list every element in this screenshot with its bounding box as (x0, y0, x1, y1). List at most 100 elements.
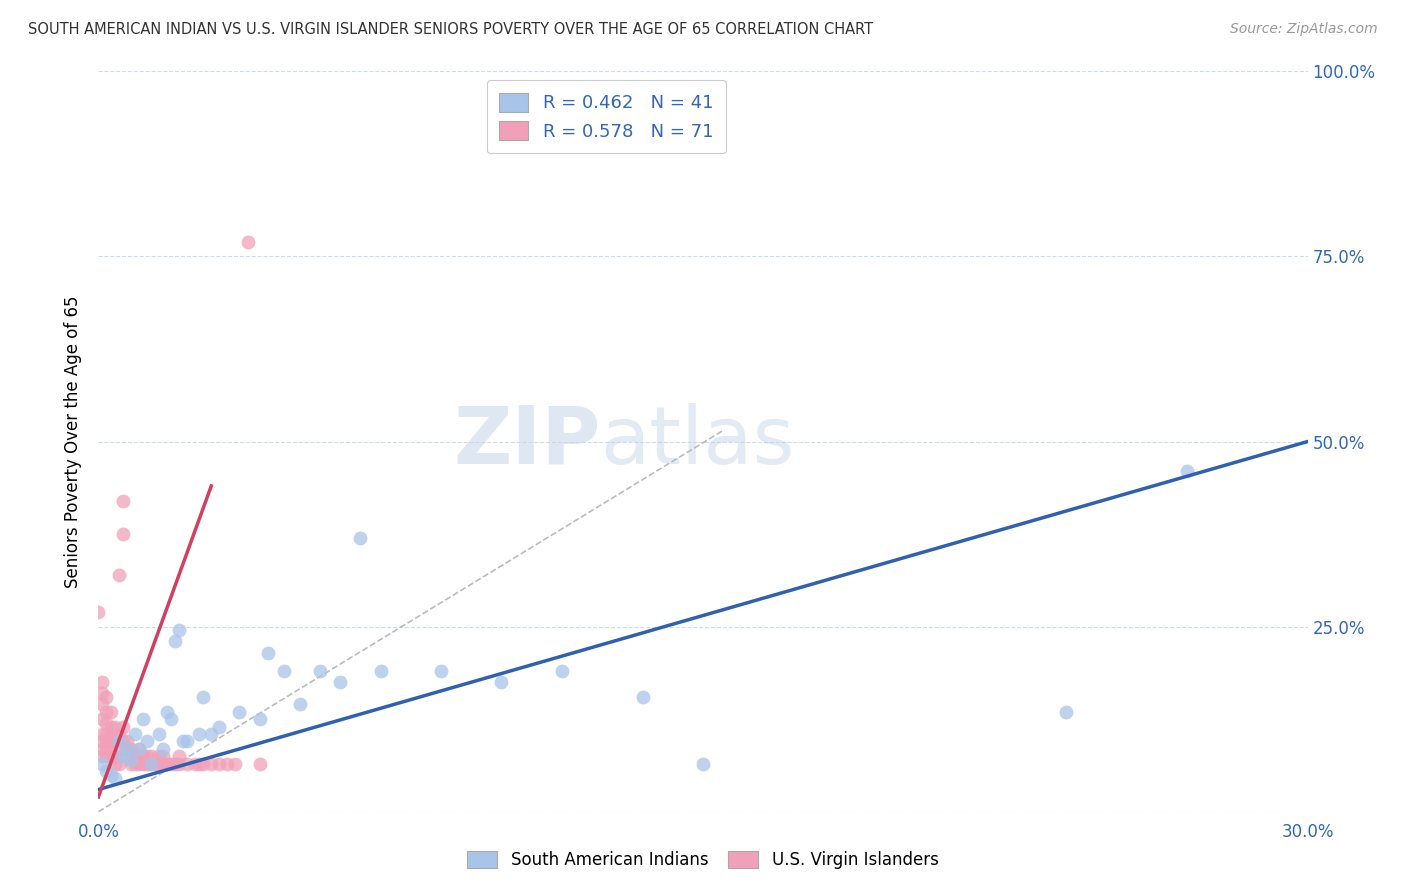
Point (107, 756, 129, 771)
Point (152, 756, 174, 771)
Point (176, 756, 198, 771)
Point (148, 749, 170, 764)
Point (100, 727, 122, 741)
Point (115, 741, 138, 756)
Point (167, 624, 190, 638)
Point (96, 705, 118, 719)
Point (124, 756, 146, 771)
Point (132, 712, 155, 726)
Point (100, 734, 122, 748)
Point (107, 741, 129, 756)
Text: ZIP: ZIP (453, 402, 600, 481)
Point (128, 756, 150, 771)
Point (100, 720, 122, 734)
Point (188, 727, 211, 741)
Point (107, 734, 129, 748)
Point (156, 705, 179, 719)
Point (111, 720, 134, 734)
Point (139, 749, 162, 764)
Point (96, 749, 118, 764)
Point (152, 741, 174, 756)
Point (176, 734, 198, 748)
Point (107, 727, 129, 741)
Legend: R = 0.462   N = 41, R = 0.578   N = 71: R = 0.462 N = 41, R = 0.578 N = 71 (486, 80, 725, 153)
Point (143, 756, 166, 771)
Point (96, 690, 118, 704)
Point (103, 734, 125, 748)
Point (96, 727, 118, 741)
Point (124, 727, 146, 741)
Text: SOUTH AMERICAN INDIAN VS U.S. VIRGIN ISLANDER SENIORS POVERTY OVER THE AGE OF 65: SOUTH AMERICAN INDIAN VS U.S. VIRGIN ISL… (28, 22, 873, 37)
Point (256, 646, 278, 660)
Point (160, 756, 183, 771)
Point (91, 749, 114, 764)
Point (120, 749, 142, 764)
Point (132, 749, 155, 764)
Point (103, 720, 125, 734)
Point (1054, 705, 1077, 719)
Point (236, 235, 259, 249)
Point (100, 741, 122, 756)
Point (200, 727, 222, 741)
Point (107, 567, 129, 582)
Point (111, 734, 134, 748)
Point (100, 705, 122, 719)
Point (135, 749, 157, 764)
Point (692, 756, 714, 771)
Point (208, 756, 231, 771)
Point (329, 675, 352, 690)
Point (309, 664, 332, 678)
Legend: South American Indians, U.S. Virgin Islanders: South American Indians, U.S. Virgin Isla… (457, 841, 949, 880)
Point (132, 756, 155, 771)
Point (167, 749, 190, 764)
Point (103, 756, 125, 771)
Point (100, 749, 122, 764)
Point (111, 493, 134, 508)
Point (103, 772, 125, 786)
Point (193, 690, 215, 704)
Point (111, 527, 134, 541)
Point (1175, 464, 1198, 478)
Point (163, 634, 186, 648)
Point (120, 741, 142, 756)
Point (193, 756, 215, 771)
Point (184, 756, 207, 771)
Point (156, 756, 179, 771)
Point (91, 675, 114, 690)
Point (96, 764, 118, 778)
Point (120, 756, 142, 771)
Point (91, 727, 114, 741)
Point (167, 756, 190, 771)
Point (115, 734, 138, 748)
Point (91, 756, 114, 771)
Point (91, 712, 114, 726)
Point (128, 741, 150, 756)
Point (96, 715, 118, 730)
Point (115, 749, 138, 764)
Point (152, 749, 174, 764)
Point (288, 698, 311, 712)
Point (139, 756, 162, 771)
Point (228, 705, 250, 719)
Point (370, 664, 392, 678)
Point (135, 734, 157, 748)
Point (135, 756, 157, 771)
Point (172, 734, 194, 748)
Point (96, 734, 118, 748)
Point (551, 664, 574, 678)
Point (91, 741, 114, 756)
Point (160, 712, 183, 726)
Text: Source: ZipAtlas.com: Source: ZipAtlas.com (1230, 22, 1378, 37)
Y-axis label: Seniors Poverty Over the Age of 65: Seniors Poverty Over the Age of 65 (65, 295, 83, 588)
Point (249, 712, 271, 726)
Text: atlas: atlas (600, 402, 794, 481)
Point (120, 753, 142, 767)
Point (91, 734, 114, 748)
Point (124, 749, 146, 764)
Point (249, 756, 271, 771)
Point (491, 675, 513, 690)
Point (188, 756, 211, 771)
Point (115, 741, 138, 756)
Point (111, 749, 134, 764)
Point (200, 756, 222, 771)
